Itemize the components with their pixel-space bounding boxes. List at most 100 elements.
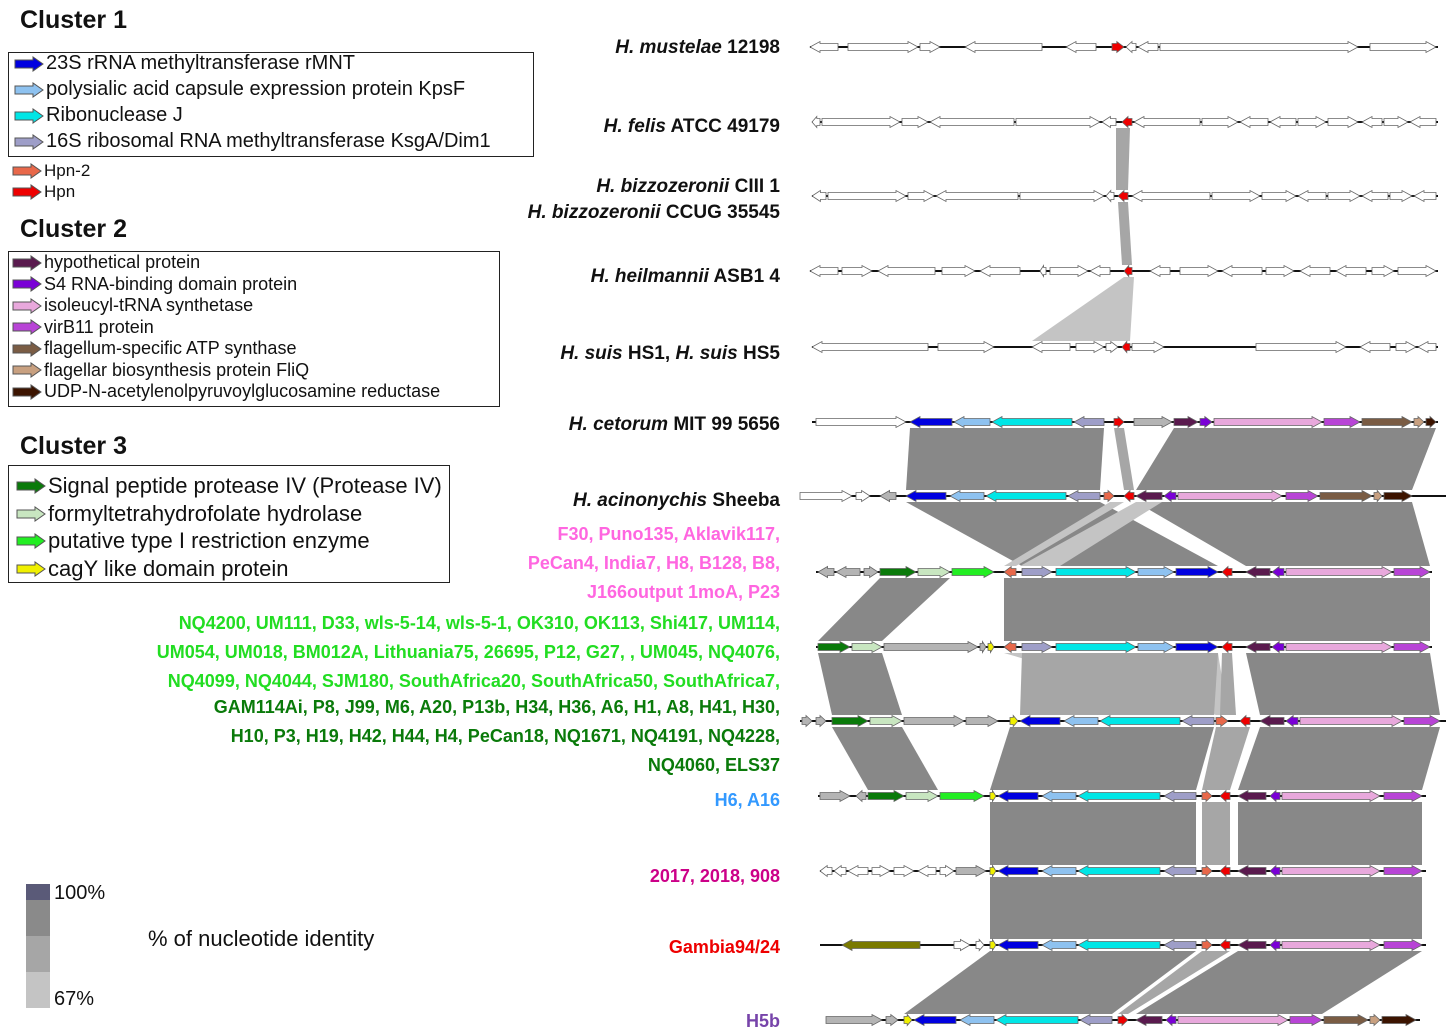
gene-arrow xyxy=(1361,115,1383,129)
legend-item: virB11 protein xyxy=(12,317,154,338)
gene-arrow xyxy=(1289,1013,1323,1027)
gene-arrow xyxy=(1369,1013,1381,1027)
gene-arrow xyxy=(1219,864,1231,878)
strain-group-purple: H5b xyxy=(745,1011,780,1031)
cluster-3-heading: Cluster 3 xyxy=(20,432,127,460)
gene-arrow xyxy=(1393,640,1431,654)
identity-scale-title: % of nucleotide identity xyxy=(148,926,375,951)
gene-arrow xyxy=(995,1013,1079,1027)
gene-arrow xyxy=(1327,115,1359,129)
gene-arrow xyxy=(1055,640,1137,654)
gene-arrow xyxy=(1077,938,1161,952)
identity-block xyxy=(1202,727,1250,790)
gene-arrow xyxy=(1015,115,1101,129)
gene-arrow xyxy=(847,40,919,54)
gene-arrow xyxy=(1323,415,1361,429)
gene-arrow xyxy=(953,938,971,952)
identity-block xyxy=(904,951,1196,1014)
gene-arrow xyxy=(1237,938,1267,952)
legend-item-label: S4 RNA-binding domain protein xyxy=(44,273,298,294)
legend-item: Signal peptide protease IV (Protease IV) xyxy=(16,473,442,499)
gene-arrow xyxy=(1219,789,1231,803)
gene-arrow xyxy=(1237,864,1267,878)
gene-arrow xyxy=(1163,789,1197,803)
gene-arrow xyxy=(1271,565,1285,579)
gene-arrow xyxy=(1123,264,1133,278)
legend-item-label: Hpn-2 xyxy=(44,161,91,180)
gene-arrow xyxy=(815,415,907,429)
gene-arrow xyxy=(1021,640,1053,654)
gene-arrow xyxy=(1201,115,1239,129)
identity-block xyxy=(818,653,902,715)
gene-arrow xyxy=(1297,189,1327,203)
gene-arrow xyxy=(1215,714,1229,728)
gene-arrow xyxy=(809,264,839,278)
gene-arrow xyxy=(817,640,851,654)
gene-arrow xyxy=(1163,938,1197,952)
gene-arrow xyxy=(1281,864,1381,878)
identity-scale-segment xyxy=(26,884,50,900)
cluster-2-legend xyxy=(8,251,500,407)
gene-arrow xyxy=(1089,264,1111,278)
gene-arrow xyxy=(953,415,991,429)
gene-arrow xyxy=(1055,565,1137,579)
strain-group-darkgreen: GAM114Ai, P8, J99, M6, A20, P13b, H34, H… xyxy=(213,697,780,775)
legend-arrow-icon xyxy=(12,276,42,292)
gene-arrow xyxy=(1041,938,1077,952)
identity-block xyxy=(1004,502,1124,566)
gene-arrow xyxy=(1075,340,1105,354)
identity-block xyxy=(1202,802,1230,865)
identity-block xyxy=(1020,653,1218,715)
gene-arrow xyxy=(1269,115,1297,129)
gene-arrow xyxy=(1065,40,1097,54)
gene-arrow xyxy=(979,640,987,654)
gene-arrow xyxy=(1369,40,1437,54)
legend-arrow-icon xyxy=(12,383,42,400)
gene-arrow xyxy=(821,115,901,129)
gene-arrow xyxy=(1073,415,1105,429)
gene-arrow xyxy=(913,1013,957,1027)
gene-arrow xyxy=(799,489,853,503)
identity-block xyxy=(1136,951,1422,1014)
gene-arrow xyxy=(1105,340,1119,354)
gene-arrow xyxy=(1137,565,1175,579)
gene-arrow xyxy=(811,115,821,129)
gene-arrow xyxy=(1003,640,1017,654)
identity-block xyxy=(832,727,938,790)
gene-arrow xyxy=(1041,789,1077,803)
gene-arrow xyxy=(1177,1013,1289,1027)
gene-arrow xyxy=(1269,789,1281,803)
gene-arrow xyxy=(811,340,929,354)
gene-arrow xyxy=(825,1013,883,1027)
gene-arrow xyxy=(1335,264,1367,278)
gene-arrow xyxy=(855,489,871,503)
gene-arrow xyxy=(1239,115,1269,129)
legend-arrow-icon xyxy=(16,560,46,577)
gene-arrow xyxy=(975,938,985,952)
legend-item: flagellar biosynthesis protein FliQ xyxy=(12,360,309,381)
species-label: H. felis ATCC 49179 xyxy=(603,116,780,137)
gene-arrow xyxy=(1181,714,1215,728)
cluster-3-legend xyxy=(8,465,450,583)
gene-arrow xyxy=(1395,340,1417,354)
gene-arrow xyxy=(949,489,985,503)
gene-arrow xyxy=(1285,489,1319,503)
gene-arrow xyxy=(1373,489,1383,503)
identity-block xyxy=(906,428,1104,490)
legend-item-label: hypothetical protein xyxy=(44,252,201,272)
gene-arrow xyxy=(1409,115,1437,129)
gene-arrow xyxy=(905,789,939,803)
gene-arrow xyxy=(1221,264,1263,278)
legend-item: formyltetrahydrofolate hydrolase xyxy=(16,501,362,527)
gene-arrow xyxy=(903,714,965,728)
gene-arrow xyxy=(1133,115,1201,129)
gene-arrow xyxy=(1281,789,1381,803)
gene-arrow xyxy=(1389,189,1413,203)
gene-arrow xyxy=(1063,714,1099,728)
legend-item-label: Hpn xyxy=(44,182,76,201)
identity-scale-segment xyxy=(26,936,50,972)
gene-arrow xyxy=(917,864,937,878)
gene-arrow xyxy=(1163,489,1177,503)
identity-scale-segment xyxy=(26,972,50,1008)
identity-block xyxy=(1020,502,1162,566)
